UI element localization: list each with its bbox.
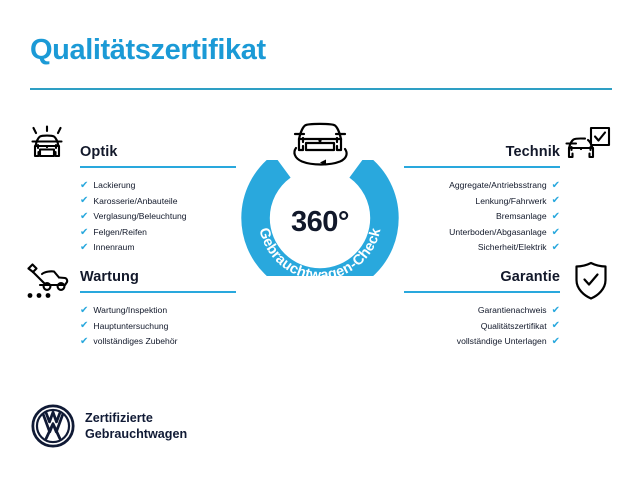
list-item-label: Aggregate/Antriebsstrang [449,180,547,190]
list-item: Garantienachweis ✔ [404,303,560,319]
check-icon: ✔ [80,304,89,316]
list-item: ✔ vollständiges Zubehör [80,334,236,350]
list-item: Unterboden/Abgasanlage ✔ [404,225,560,241]
page-title: Qualitätszertifikat [30,34,266,66]
check-icon: ✔ [551,304,560,316]
vw-footer-text: Zertifizierte Gebrauchtwagen [85,410,187,442]
section-garantie: Garantie Garantienachweis ✔ Qualitätszert… [404,268,560,350]
list-item: Lenkung/Fahrwerk ✔ [404,194,560,210]
section-heading-technik: Technik [505,144,560,160]
list-item: ✔ Lackierung [80,178,236,194]
section-rule-optik [80,166,236,168]
list-item-label: Sicherheit/Elektrik [477,242,547,253]
check-icon: ✔ [80,242,89,254]
section-list-optik: ✔ Lackierung ✔ Karosserie/Anbauteile ✔ Verg… [80,178,236,256]
vw-footer-line1: Zertifizierte [85,411,153,425]
check-icon: ✔ [551,242,560,254]
list-item: Sicherheit/Elektrik ✔ [404,240,560,256]
list-item-label: Bremsanlage [495,211,547,222]
section-list-technik: Aggregate/Antriebsstrang ✔ Lenkung/Fahrwe… [404,178,560,256]
list-item: ✔ Verglasung/Beleuchtung [80,209,236,225]
list-item-label: Unterboden/Abgasanlage [449,226,547,237]
list-item: ✔ Karosserie/Anbauteile [80,194,236,210]
check-icon: ✔ [80,335,89,347]
section-list-wartung: ✔ Wartung/Inspektion ✔ Hauptuntersuchung ✔… [80,303,236,350]
list-item-label: Qualitätszertifikat [480,320,547,331]
list-item: ✔ Hauptuntersuchung [80,319,236,335]
section-rule-wartung [80,291,236,293]
list-item: ✔ Felgen/Reifen [80,225,236,241]
car-checkbox-icon [565,126,613,169]
car-wrench-service-icon [24,262,70,307]
check-icon: ✔ [80,320,89,332]
badge-center-label: 360° [291,206,349,238]
list-item-label: Felgen/Reifen [93,226,147,237]
car-front-rotate-icon [293,122,348,166]
shield-check-icon [573,261,609,306]
check-icon: ✔ [551,320,560,332]
vw-footer-line2: Gebrauchtwagen [85,427,188,441]
list-item: Bremsanlage ✔ [404,209,560,225]
section-rule-garantie [404,291,560,293]
check-icon: ✔ [551,179,560,191]
badge-ring: Gebrauchtwagen-Check [241,160,399,276]
vw-logo-icon [31,404,75,448]
list-item-label: Innenraum [93,242,135,253]
check-icon: ✔ [80,179,89,191]
list-item: Qualitätszertifikat ✔ [404,319,560,335]
list-item-label: Verglasung/Beleuchtung [93,211,187,222]
section-list-garantie: Garantienachweis ✔ Qualitätszertifikat ✔ v… [404,303,560,350]
list-item-label: vollständiges Zubehör [93,336,178,347]
title-divider [30,88,612,90]
check-icon: ✔ [551,335,560,347]
list-item-label: vollständige Unterlagen [456,336,547,347]
check-icon: ✔ [80,210,89,222]
section-heading-wartung: Wartung [80,269,139,285]
section-heading-garantie: Garantie [500,269,560,285]
list-item: ✔ Innenraum [80,240,236,256]
section-rule-technik [404,166,560,168]
list-item-label: Wartung/Inspektion [93,305,168,315]
check-icon: ✔ [80,226,89,238]
list-item-label: Lenkung/Fahrwerk [475,195,547,206]
list-item: ✔ Wartung/Inspektion [80,303,236,319]
vw-footer-logo: Zertifizierte Gebrauchtwagen [31,404,187,448]
360-check-badge: Gebrauchtwagen-Check 360° [238,112,402,276]
section-heading-optik: Optik [80,144,118,160]
list-item-label: Garantienachweis [477,305,547,315]
list-item-label: Karosserie/Anbauteile [93,195,178,206]
check-icon: ✔ [551,226,560,238]
section-wartung: Wartung ✔ Wartung/Inspektion ✔ Hauptunters… [80,268,236,350]
check-icon: ✔ [551,210,560,222]
list-item: Aggregate/Antriebsstrang ✔ [404,178,560,194]
list-item-label: Lackierung [93,180,136,190]
car-front-headlights-icon [27,125,67,168]
list-item: vollständige Unterlagen ✔ [404,334,560,350]
check-icon: ✔ [551,195,560,207]
list-item-label: Hauptuntersuchung [93,320,169,331]
section-technik: Technik Aggregate/Antriebsstrang ✔ Lenkun… [404,143,560,256]
section-optik: Optik ✔ Lackierung ✔ Karosserie/Anbauteile… [80,143,236,256]
check-icon: ✔ [80,195,89,207]
